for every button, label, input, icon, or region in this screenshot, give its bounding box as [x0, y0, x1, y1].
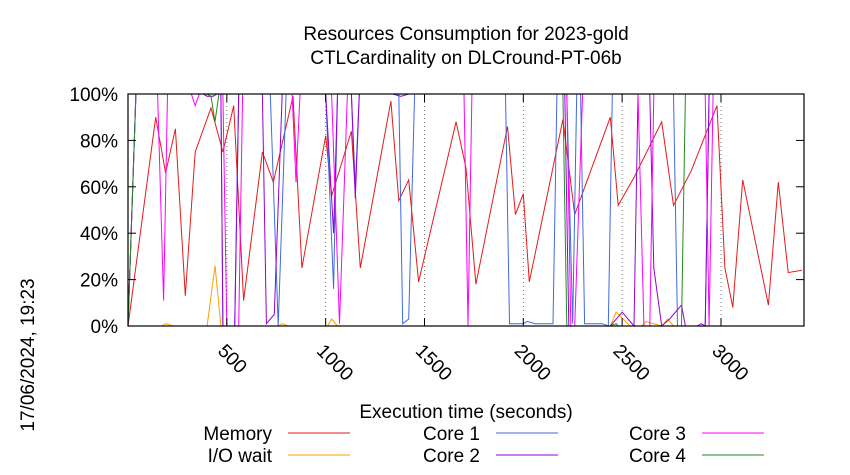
series-layer	[127, 93, 804, 328]
timestamp: 17/06/2024, 19:23	[18, 278, 39, 431]
x-tick-label-1: 1000	[312, 341, 357, 386]
y-axis-ticks: 0% 20% 40% 60% 80% 100%	[69, 85, 804, 338]
legend-label-core-1: Core 1	[423, 424, 480, 445]
y-tick-label-2: 40%	[80, 224, 118, 245]
y-tick-label-5: 100%	[69, 85, 118, 106]
legend-label-memory: Memory	[203, 424, 272, 445]
x-tick-label-3: 2000	[510, 341, 555, 386]
legend-label-core-2: Core 2	[423, 446, 480, 467]
series-line-i-o-wait	[128, 265, 674, 327]
y-tick-label-0: 0%	[91, 317, 119, 338]
chart-subtitle: CTLCardinality on DLCround-PT-06b	[310, 48, 622, 69]
series-line-core-3	[127, 93, 804, 327]
plot-frame	[127, 93, 805, 327]
legend-label-i-o-wait: I/O wait	[208, 446, 273, 467]
grid-lines	[226, 94, 722, 326]
y-tick-label-3: 60%	[80, 178, 118, 199]
chart-title: Resources Consumption for 2023-gold	[303, 24, 628, 45]
y-tick-label-4: 80%	[80, 131, 118, 152]
x-tick-label-5: 3000	[707, 341, 752, 386]
x-tick-label-2: 1500	[411, 341, 456, 386]
x-tick-label-4: 2500	[609, 341, 654, 386]
y-tick-label-1: 20%	[80, 271, 118, 292]
x-tick-label-0: 500	[213, 341, 250, 378]
x-axis-label: Execution time (seconds)	[359, 402, 572, 423]
legend-label-core-4: Core 4	[629, 446, 686, 467]
legend-label-core-3: Core 3	[629, 424, 686, 445]
